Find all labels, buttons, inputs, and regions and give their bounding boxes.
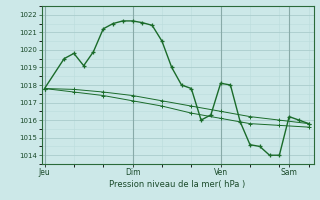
X-axis label: Pression niveau de la mer( hPa ): Pression niveau de la mer( hPa )	[109, 180, 246, 189]
